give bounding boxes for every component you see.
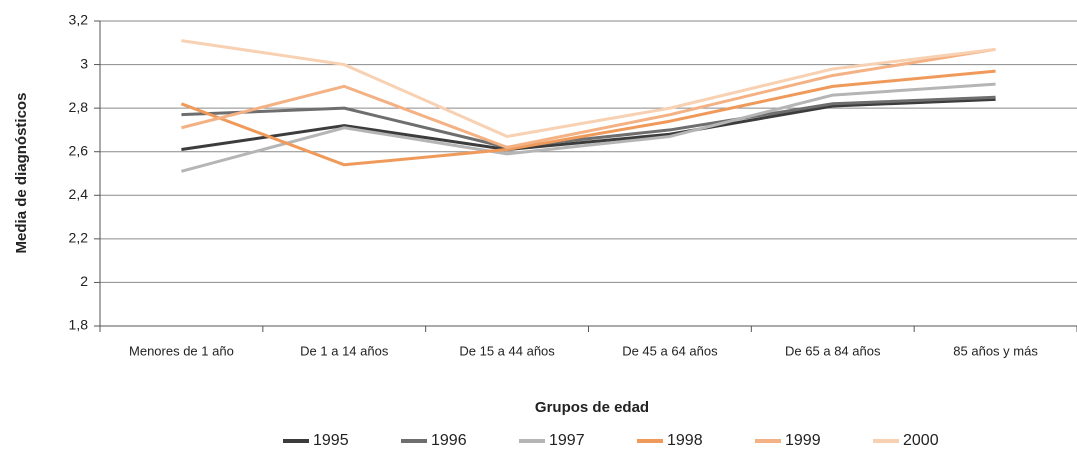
series-line bbox=[181, 82, 996, 173]
y-axis-title: Media de diagnósticos bbox=[13, 93, 30, 254]
x-tick-label: 85 años y más bbox=[953, 343, 1038, 358]
y-tick-label: 2,6 bbox=[69, 142, 89, 158]
y-tick-label: 2 bbox=[80, 273, 88, 289]
legend-label: 1998 bbox=[667, 432, 703, 449]
legend-label: 1999 bbox=[785, 432, 821, 449]
x-tick-label: De 65 a 84 años bbox=[785, 343, 881, 358]
legend-label: 1996 bbox=[431, 432, 467, 449]
x-tick-label: De 45 a 64 años bbox=[622, 343, 718, 358]
y-tick-label: 3,2 bbox=[69, 12, 89, 28]
y-tick-label: 2,4 bbox=[69, 186, 89, 202]
legend-label: 1995 bbox=[313, 432, 349, 449]
series-line bbox=[181, 95, 996, 149]
x-tick-label: De 15 a 44 años bbox=[459, 343, 555, 358]
series-line bbox=[180, 69, 996, 167]
series-line bbox=[181, 39, 996, 138]
x-tick-label: Menores de 1 año bbox=[129, 343, 234, 358]
series-line bbox=[181, 97, 996, 152]
legend-label: 2000 bbox=[903, 432, 939, 449]
x-tick-label: De 1 a 14 años bbox=[300, 343, 389, 358]
x-axis-title: Grupos de edad bbox=[535, 399, 649, 416]
legend-label: 1997 bbox=[549, 432, 585, 449]
series-line bbox=[181, 47, 996, 149]
y-tick-label: 2,8 bbox=[69, 99, 89, 115]
y-tick-label: 2,2 bbox=[69, 230, 89, 246]
y-tick-label: 1,8 bbox=[69, 317, 89, 333]
y-tick-label: 3 bbox=[80, 55, 88, 71]
